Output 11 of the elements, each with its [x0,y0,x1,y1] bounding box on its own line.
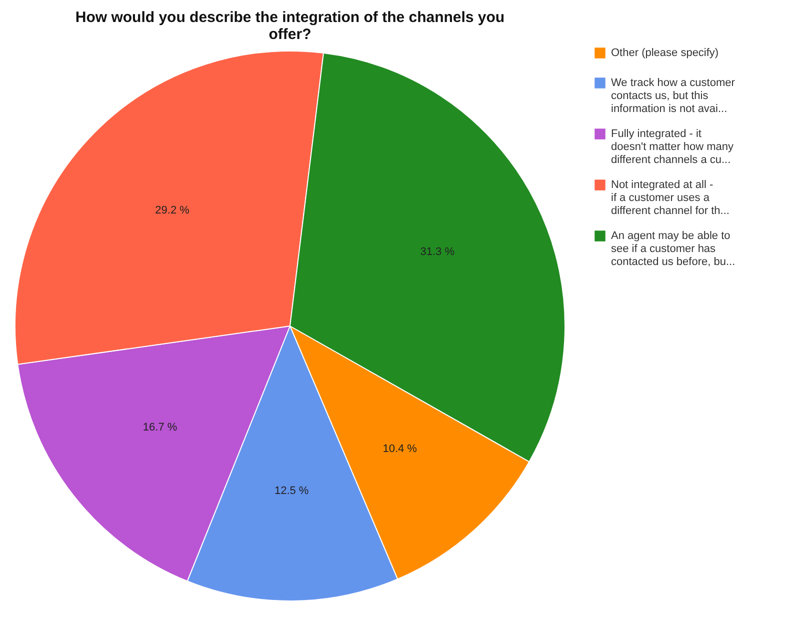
data-label: 29.2 % [155,204,190,216]
data-label: 16.7 % [142,422,178,434]
data-label: 31.3 % [420,246,455,258]
legend-label: Not integrated at all - if a customer uses a different channel for th... [611,179,730,217]
data-label: 10.4 % [382,443,418,456]
legend-label: Other (please specify) [611,47,719,59]
legend-label: An agent may be able to see if a customer has contacted us before, bu... [611,230,736,268]
chart-title: How would you describe the integration of the channels you offer? [75,9,505,43]
legend-label: Fully integrated - it doesn't matter how many different channels a cu... [611,128,734,166]
data-label: 12.5 % [274,484,309,497]
legend-label: We track how a customer contacts us, but this information is not avai... [611,77,736,115]
